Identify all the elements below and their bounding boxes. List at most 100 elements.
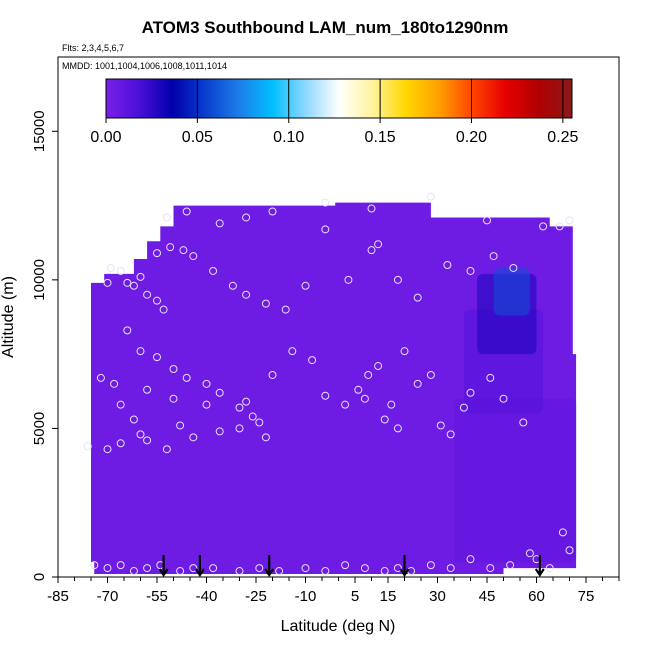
sample-point <box>179 246 188 255</box>
flights-note: Flts: 2,3,4,5,6,7 <box>62 43 125 53</box>
sample-point <box>255 564 264 573</box>
sample-point <box>393 275 402 284</box>
sample-point <box>83 442 92 451</box>
sample-point <box>169 394 178 403</box>
sample-point <box>153 296 161 305</box>
sample-point <box>268 207 277 216</box>
sample-point <box>486 373 495 382</box>
y-tick-label: 0 <box>31 573 48 581</box>
sample-point <box>110 379 119 388</box>
sample-point <box>202 379 211 388</box>
sample-point <box>162 445 171 454</box>
sample-point <box>143 385 152 394</box>
sample-point <box>129 281 138 290</box>
sample-point <box>215 388 224 397</box>
sample-point <box>242 290 251 299</box>
sample-point <box>261 299 270 308</box>
sample-point <box>235 567 244 576</box>
sample-point <box>116 561 125 570</box>
sample-point <box>426 370 435 379</box>
sample-point <box>565 546 574 555</box>
sample-point <box>228 281 237 290</box>
sample-point <box>90 561 99 570</box>
dates-note: MMDD: 1001,1004,1006,1008,1011,1014 <box>62 61 227 71</box>
x-tick-label: 60 <box>528 588 545 605</box>
sample-points <box>83 192 574 576</box>
sample-point <box>103 445 112 454</box>
sample-point <box>525 549 534 558</box>
sample-point <box>301 281 310 290</box>
sample-point <box>166 243 175 252</box>
sample-point <box>426 192 435 201</box>
sample-point <box>341 400 350 409</box>
sample-point <box>387 400 396 409</box>
sample-point <box>275 567 284 576</box>
sample-point <box>374 240 383 249</box>
y-axis-label: Altitude (m) <box>0 276 17 358</box>
sample-point <box>202 400 211 409</box>
sample-point <box>400 347 409 356</box>
x-tick-label: 5 <box>351 588 359 605</box>
sample-point <box>106 263 115 272</box>
sample-point <box>426 561 435 570</box>
sample-point <box>558 528 567 537</box>
flight-marker-arrow <box>534 555 545 577</box>
sample-point <box>321 391 330 400</box>
sample-point <box>116 400 125 409</box>
sample-point <box>436 421 445 430</box>
sample-point <box>162 213 171 222</box>
sample-point <box>176 567 185 576</box>
sample-point <box>565 216 574 225</box>
colorbar-gradient <box>105 78 573 119</box>
sample-point <box>466 266 475 275</box>
sample-point <box>344 275 353 284</box>
sample-point <box>136 430 145 439</box>
flight-marker-arrow <box>399 555 410 577</box>
sample-point <box>136 347 145 356</box>
sample-point <box>321 198 330 207</box>
x-tick-label: -85 <box>47 588 69 605</box>
sample-point <box>413 379 422 388</box>
sample-point <box>374 362 383 371</box>
sample-point <box>321 225 330 234</box>
flight-marker-arrow <box>264 555 275 577</box>
sample-point <box>182 207 191 216</box>
sample-point <box>486 564 495 573</box>
x-tick-label: -55 <box>146 588 168 605</box>
sample-point <box>459 403 468 412</box>
sample-point <box>360 394 369 403</box>
sample-point <box>209 564 218 573</box>
sample-point <box>189 564 198 573</box>
sample-point <box>189 433 198 442</box>
sample-point <box>393 424 402 433</box>
sample-point <box>466 388 475 397</box>
sample-point <box>483 216 491 225</box>
sample-point <box>354 385 363 394</box>
sample-point <box>189 252 198 261</box>
sample-point <box>242 397 251 406</box>
sample-point <box>255 418 264 427</box>
sample-point <box>499 394 508 403</box>
sample-point <box>539 222 548 231</box>
sample-point <box>129 567 138 576</box>
sample-point <box>153 249 161 258</box>
sample-point <box>169 365 178 373</box>
sample-point <box>129 415 138 424</box>
chart-title: ATOM3 Southbound LAM_num_180to1290nm <box>141 18 509 37</box>
sample-point <box>466 555 475 564</box>
sample-point <box>136 272 145 281</box>
sample-point <box>341 561 350 570</box>
sample-point <box>176 421 185 430</box>
concentration-field <box>91 202 577 575</box>
sample-point <box>143 436 152 445</box>
sample-point <box>143 290 152 299</box>
sample-point <box>123 326 132 335</box>
x-tick-label: 15 <box>380 588 397 605</box>
sample-point <box>446 564 455 573</box>
x-tick-label: -40 <box>196 588 218 605</box>
sample-point <box>380 567 389 576</box>
x-axis-label: Latitude (deg N) <box>281 618 396 635</box>
sample-point <box>413 293 422 302</box>
sample-point <box>235 403 244 412</box>
